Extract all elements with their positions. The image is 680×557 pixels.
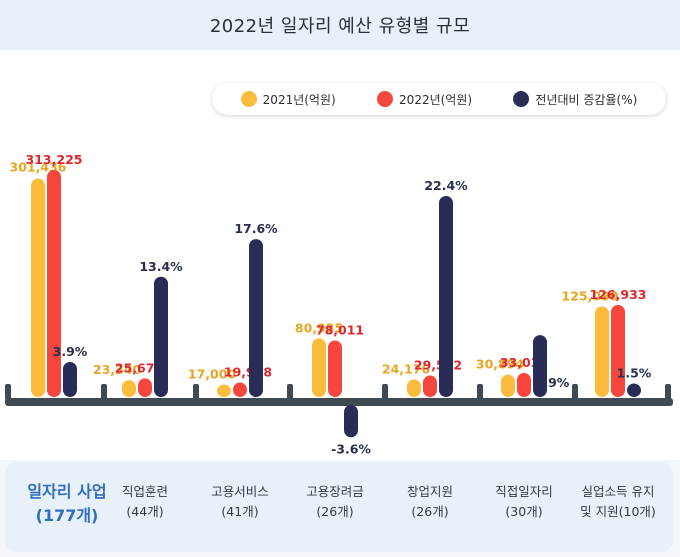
data-label-2021-4: 24,176 <box>382 361 431 376</box>
bar-2022-0 <box>47 170 61 397</box>
legend-label-2021: 2021년(억원) <box>262 92 336 107</box>
bar-rate-3 <box>344 405 358 438</box>
x-axis-bar <box>5 398 673 406</box>
bar-2021-3 <box>312 338 326 397</box>
data-label-2021-2: 17,000 <box>188 367 237 382</box>
bar-rate-5 <box>533 335 547 397</box>
category-label-1: 직업훈련 (44개) <box>121 484 168 519</box>
category-label-5: 직접일자리 (30개) <box>495 484 553 519</box>
category-label-4: 창업지원 (26개) <box>406 484 453 519</box>
axis-tick <box>382 384 388 400</box>
data-label-rate-0: 3.9% <box>53 344 88 359</box>
legend-label-2022: 2022년(억원) <box>399 92 473 107</box>
bar-2022-2 <box>233 382 247 397</box>
bar-rate-6 <box>627 383 641 397</box>
data-label-2021-1: 23,340 <box>93 362 142 377</box>
bar-rate-4 <box>439 196 453 397</box>
data-label-2021-5: 30,894 <box>476 357 525 372</box>
data-label-rate-5: 6.9% <box>535 375 570 390</box>
bar-rate-1 <box>154 276 168 397</box>
legend-item-2021: 2021년(억원) <box>240 91 336 108</box>
data-label-2022-2: 19,988 <box>224 365 272 380</box>
data-label-2021-3: 80,935 <box>295 320 343 335</box>
category-label-3: 고용장려금 (26개) <box>306 484 364 519</box>
axis-tick <box>572 384 578 400</box>
legend-label-rate: 전년대비 증감율(%) <box>535 92 638 107</box>
bar-2021-2 <box>217 384 231 397</box>
bar-chart: 301,436313,2253.9%23,34025,67413.4%17,00… <box>5 152 673 456</box>
data-label-rate-6: 1.5% <box>617 366 652 381</box>
bar-2022-4 <box>423 375 437 397</box>
bar-2022-3 <box>328 340 342 397</box>
data-label-rate-2: 17.6% <box>234 221 278 236</box>
bar-2022-1 <box>138 378 152 397</box>
data-label-rate-3: -3.6% <box>331 441 371 456</box>
axis-tick <box>477 384 483 400</box>
header-bar: 2022년 일자리 예산 유형별 규모 <box>0 0 680 51</box>
axis-tick <box>287 384 293 400</box>
chart-title: 2022년 일자리 예산 유형별 규모 <box>209 16 471 37</box>
data-label-2022-0: 313,225 <box>26 152 83 167</box>
bar-2021-5 <box>501 374 515 397</box>
bar-2021-1 <box>122 380 136 397</box>
data-label-rate-4: 22.4% <box>424 178 468 193</box>
bar-2021-0 <box>31 178 45 397</box>
data-label-rate-1: 13.4% <box>139 259 183 274</box>
data-label-2021-6: 125,090 <box>562 288 619 303</box>
axis-tick <box>665 384 671 400</box>
category-label-6: 실업소득 유지 및 지원(10개) <box>580 484 656 519</box>
legend-item-2022: 2022년(억원) <box>377 91 472 108</box>
category-label-total: 일자리 사업 (177개) <box>27 482 107 525</box>
data-label-2022-4: 29,582 <box>414 358 462 373</box>
legend-item-rate: 전년대비 증감율(%) <box>513 91 637 108</box>
category-label-2: 고용서비스 (41개) <box>211 484 269 519</box>
data-label-2022-1: 25,674 <box>115 360 164 375</box>
axis-tick <box>101 384 107 400</box>
axis-tick <box>193 384 199 400</box>
data-label-2022-6: 126,933 <box>590 287 647 302</box>
bar-2021-4 <box>407 379 421 397</box>
bar-2021-6 <box>595 306 609 397</box>
bar-2022-5 <box>517 373 531 397</box>
bar-rate-2 <box>249 239 263 397</box>
legend-swatch-2022 <box>377 91 394 107</box>
category-panel <box>5 462 673 552</box>
legend-swatch-rate <box>513 91 530 107</box>
legend-swatch-2021 <box>240 91 257 107</box>
axis-tick <box>5 384 11 400</box>
bar-2022-6 <box>611 305 625 397</box>
data-label-2022-3: 78,011 <box>316 322 364 337</box>
bar-rate-0 <box>63 362 77 397</box>
legend: 2021년(억원) 2022년(억원) 전년대비 증감율(%) <box>212 83 666 115</box>
